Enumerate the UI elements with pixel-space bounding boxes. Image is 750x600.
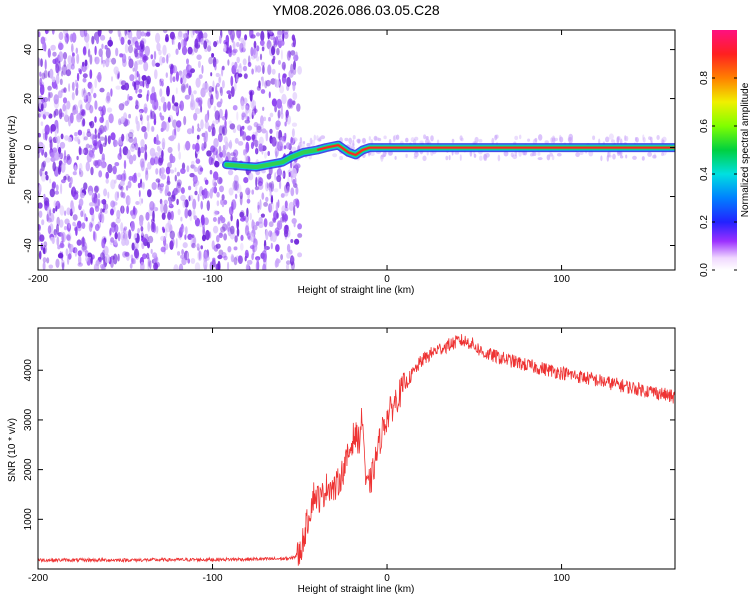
heatmap-y-tick-label: 0 — [23, 144, 34, 150]
heatmap-x-tick-label: -100 — [203, 274, 223, 285]
heatmap-x-tick-label: 100 — [553, 274, 570, 285]
heatmap-y-axis-label: Frequency (Hz) — [7, 116, 18, 185]
colorbar: 0.0 0.2 0.4 0.6 0.8 Normalized spectral ampl… — [699, 30, 750, 277]
signal-band-core — [316, 144, 675, 156]
colorbar-tick-label: 0.8 — [699, 71, 710, 85]
heatmap-x-tick-label: 0 — [384, 274, 390, 285]
snr-frame — [37, 327, 676, 570]
snr-y-tick-label: 4000 — [23, 359, 34, 382]
heatmap-frame — [37, 29, 676, 271]
colorbar-tick-label: 0.6 — [699, 119, 710, 133]
snr-axes: -200 -100 0 100 1000 2000 3000 4000 — [23, 328, 675, 584]
heatmap-signal-band — [222, 140, 675, 172]
snr-plot-background — [38, 328, 675, 569]
figure-title: YM08.2026.086.03.05.C28 — [272, 2, 440, 18]
snr-y-tick-label: 3000 — [23, 408, 34, 431]
snr-x-tick-label: -200 — [28, 573, 48, 584]
heatmap-x-tick-label: -200 — [28, 274, 48, 285]
snr-x-tick-label: 100 — [553, 573, 570, 584]
snr-y-tick-label: 2000 — [23, 458, 34, 481]
heatmap-y-tick-label: 20 — [23, 93, 34, 105]
snr-series-line — [38, 334, 675, 566]
snr-x-axis-label: Height of straight line (km) — [298, 584, 415, 595]
heatmap-y-tick-label: -20 — [23, 189, 34, 204]
colorbar-axis: 0.0 0.2 0.4 0.6 0.8 — [699, 71, 737, 277]
colorbar-label: Normalized spectral amplitude — [740, 82, 750, 217]
snr-x-tick-label: -100 — [203, 573, 223, 584]
snr-panel: -200 -100 0 100 1000 2000 3000 4000 Height of s… — [7, 327, 676, 595]
heatmap-y-tick-label: 40 — [23, 44, 34, 56]
colorbar-tick-label: 0.2 — [699, 215, 710, 229]
snr-y-tick-label: 1000 — [23, 508, 34, 531]
colorbar-tick-label: 0.0 — [699, 263, 710, 277]
snr-x-tick-label: 0 — [384, 573, 390, 584]
colorbar-tick-label: 0.4 — [699, 167, 710, 181]
heatmap-noise-field — [38, 30, 672, 270]
heatmap-y-tick-label: -40 — [23, 238, 34, 253]
colorbar-scale — [712, 30, 737, 270]
snr-y-axis-label: SNR (10 * v/v) — [7, 418, 18, 482]
heatmap-x-axis-label: Height of straight line (km) — [298, 285, 415, 296]
